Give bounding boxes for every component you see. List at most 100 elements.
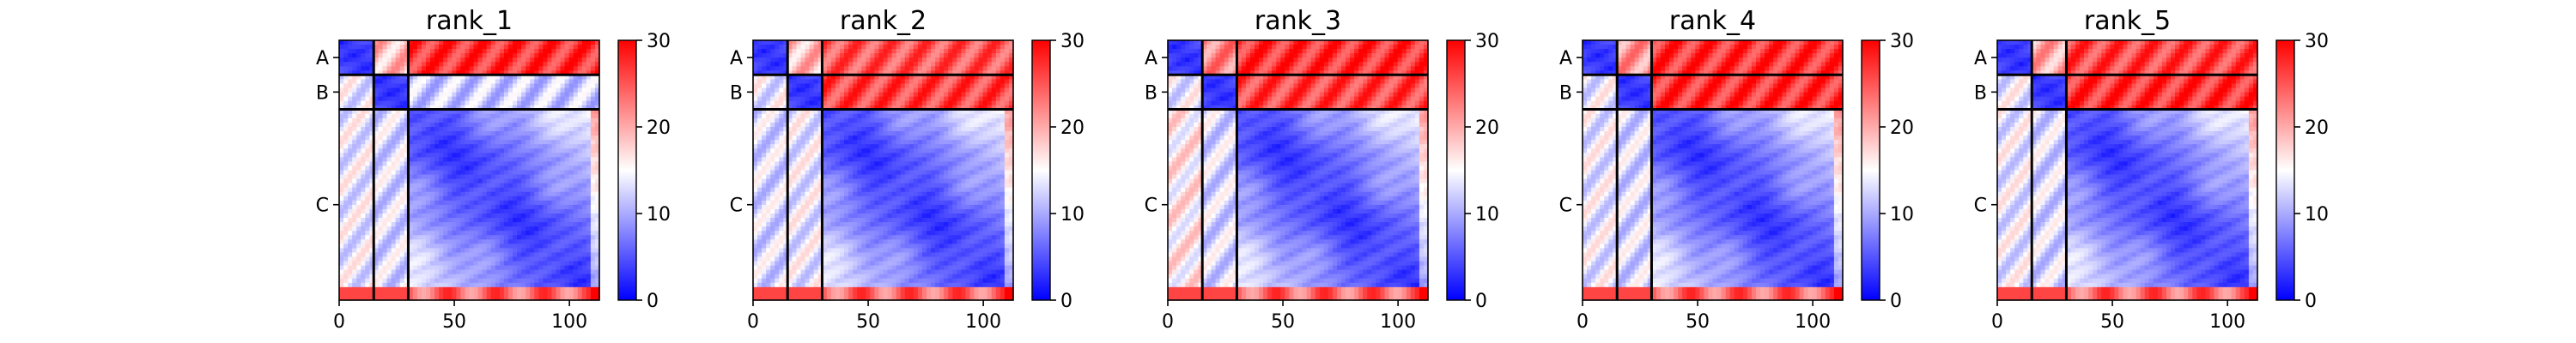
heatmap-cell — [452, 286, 457, 292]
heatmap-cell — [460, 135, 466, 141]
heatmap-cell — [547, 113, 553, 119]
heatmap-cell — [534, 239, 539, 244]
heatmap-cell — [395, 70, 401, 75]
heatmap-cell — [534, 157, 539, 162]
heatmap-cell — [507, 105, 513, 111]
heatmap-cell — [339, 57, 344, 63]
heatmap-cell — [775, 113, 780, 119]
heatmap-cell — [469, 92, 475, 98]
heatmap-cell — [840, 87, 845, 93]
heatmap-cell — [857, 113, 862, 119]
heatmap-cell — [564, 161, 570, 167]
heatmap-cell — [883, 100, 889, 106]
heatmap-cell — [1004, 96, 1010, 102]
heatmap-cell — [590, 265, 596, 271]
heatmap-cell — [416, 161, 422, 167]
heatmap-cell — [844, 117, 849, 123]
heatmap-cell — [957, 79, 962, 85]
heatmap-cell — [465, 45, 471, 50]
heatmap-cell — [809, 127, 815, 132]
heatmap-cell — [356, 286, 361, 292]
heatmap-cell — [840, 105, 845, 111]
heatmap-cell — [783, 40, 788, 45]
heatmap-cell — [517, 135, 522, 141]
heatmap-cell — [568, 53, 574, 58]
heatmap-cell — [378, 153, 384, 158]
heatmap-cell — [374, 161, 380, 167]
heatmap-cell — [935, 75, 940, 81]
heatmap-cell — [439, 57, 444, 63]
heatmap-cell — [447, 226, 453, 232]
heatmap-cell — [426, 109, 431, 115]
heatmap-cell — [853, 87, 858, 93]
heatmap-cell — [564, 170, 570, 176]
heatmap-cell — [538, 291, 544, 297]
heatmap-cell — [787, 70, 793, 75]
heatmap-cell — [443, 144, 448, 149]
heatmap-cell — [921, 53, 927, 58]
heatmap-cell — [430, 286, 435, 292]
heatmap-cell — [840, 127, 845, 132]
heatmap-cell — [356, 214, 361, 219]
heatmap-cell — [456, 231, 461, 236]
heatmap-cell — [538, 100, 544, 106]
heatmap-cell — [477, 75, 483, 81]
heatmap-cell — [982, 131, 988, 136]
heatmap-cell — [1008, 49, 1014, 54]
heatmap-cell — [822, 40, 828, 45]
heatmap-cell — [586, 256, 592, 262]
heatmap-cell — [439, 214, 444, 219]
heatmap-cell — [361, 105, 366, 111]
heatmap-cell — [857, 87, 862, 93]
heatmap-cell — [513, 252, 518, 258]
heatmap-cell — [503, 66, 509, 71]
heatmap-cell — [447, 295, 453, 301]
heatmap-cell — [573, 256, 579, 262]
heatmap-cell — [430, 131, 435, 136]
heatmap-cell — [526, 256, 531, 262]
heatmap-cell — [513, 161, 518, 167]
heatmap-cell — [568, 49, 574, 54]
heatmap-cell — [412, 49, 418, 54]
heatmap-cell — [534, 49, 539, 54]
heatmap-cell — [421, 244, 427, 249]
heatmap-cell — [426, 261, 431, 267]
heatmap-cell — [538, 261, 544, 267]
heatmap-cell — [361, 140, 366, 145]
heatmap-cell — [421, 204, 427, 210]
heatmap-cell — [452, 49, 457, 54]
heatmap-cell — [547, 100, 553, 106]
heatmap-cell — [477, 148, 483, 153]
heatmap-cell — [477, 144, 483, 149]
heatmap-cell — [982, 127, 988, 132]
heatmap-cell — [813, 100, 819, 106]
heatmap-cell — [590, 83, 596, 89]
heatmap-cell — [556, 148, 562, 153]
heatmap-cell — [753, 135, 758, 141]
heatmap-cell — [421, 214, 427, 219]
heatmap-cell — [386, 49, 392, 54]
heatmap-cell — [378, 45, 384, 50]
heatmap-cell — [499, 131, 505, 136]
heatmap-cell — [356, 291, 361, 297]
heatmap-cell — [460, 187, 466, 193]
heatmap-cell — [538, 105, 544, 111]
heatmap-cell — [948, 75, 953, 81]
heatmap-cell — [356, 218, 361, 223]
heatmap-cell — [408, 291, 414, 297]
heatmap-cell — [517, 87, 522, 93]
heatmap-cell — [430, 83, 435, 89]
heatmap-cell — [495, 231, 501, 236]
heatmap-cell — [757, 131, 762, 136]
heatmap-cell — [434, 286, 440, 292]
heatmap-cell — [361, 226, 366, 232]
heatmap-cell — [356, 122, 361, 128]
heatmap-cell — [482, 191, 488, 197]
heatmap-cell — [573, 208, 579, 214]
heatmap-cell — [339, 170, 344, 176]
heatmap-cell — [848, 122, 854, 128]
heatmap-cell — [408, 295, 414, 301]
heatmap-cell — [503, 252, 509, 258]
heatmap-cell — [948, 62, 953, 67]
heatmap-cell — [961, 117, 967, 123]
